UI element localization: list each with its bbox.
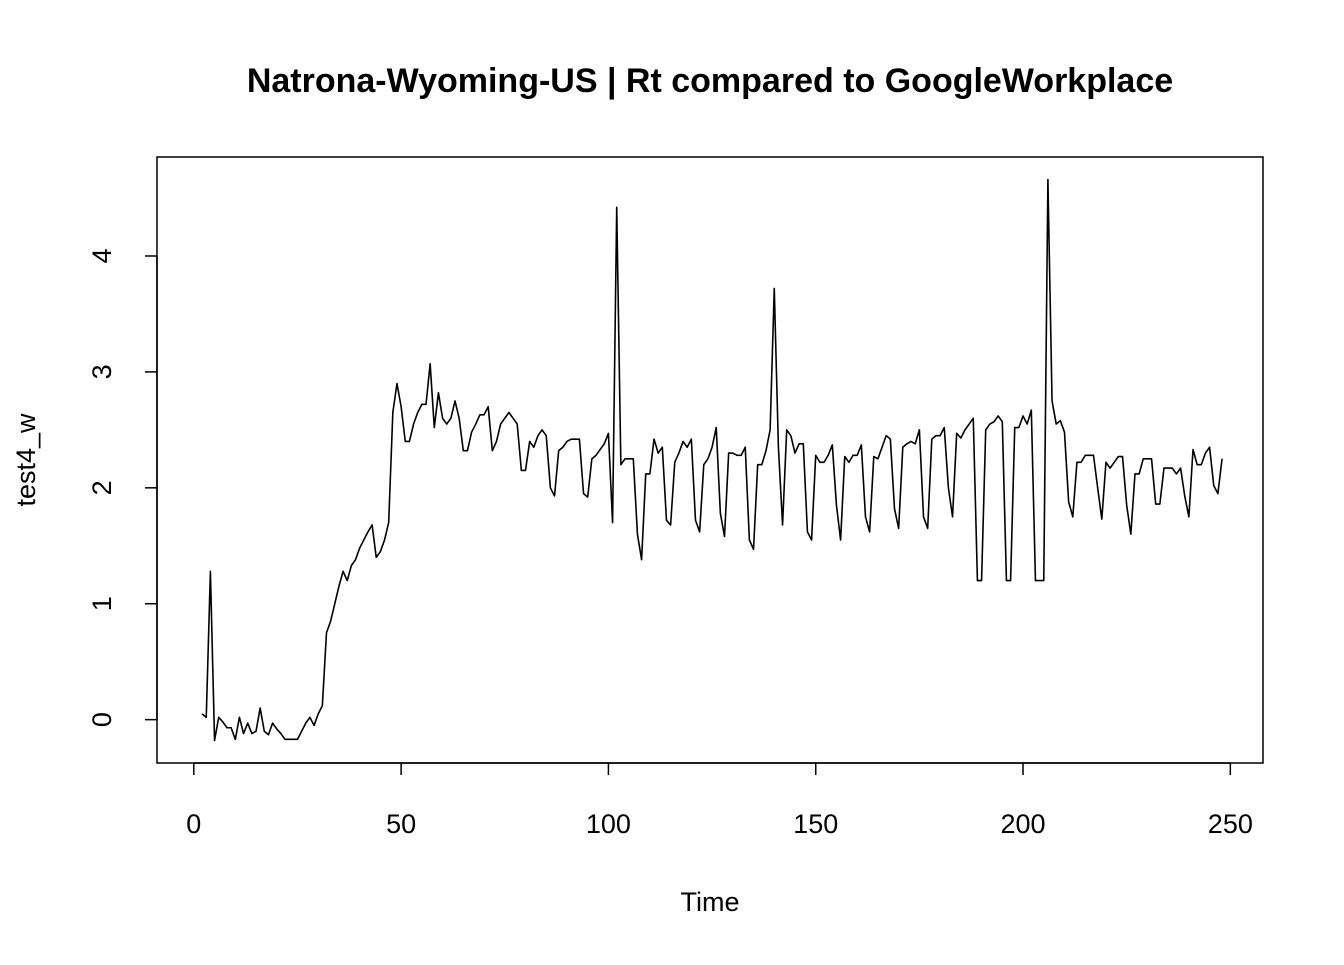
x-tick-label: 0 — [186, 809, 201, 839]
x-tick-label: 50 — [386, 809, 416, 839]
x-tick-label: 200 — [1000, 809, 1045, 839]
chart-title: Natrona-Wyoming-US | Rt compared to Goog… — [247, 62, 1173, 100]
plot-frame — [156, 156, 1264, 764]
y-tick-label: 3 — [87, 364, 117, 379]
x-tick-label: 250 — [1208, 809, 1253, 839]
x-tick-label: 150 — [793, 809, 838, 839]
y-tick-label: 2 — [87, 480, 117, 495]
series-line — [201, 178, 1223, 742]
y-tick-label: 0 — [87, 712, 117, 727]
x-axis-label: Time — [681, 887, 740, 917]
y-tick-label: 1 — [87, 596, 117, 611]
y-tick-label: 4 — [87, 248, 117, 263]
x-tick-label: 100 — [586, 809, 631, 839]
y-axis-label: test4_w — [11, 413, 41, 507]
